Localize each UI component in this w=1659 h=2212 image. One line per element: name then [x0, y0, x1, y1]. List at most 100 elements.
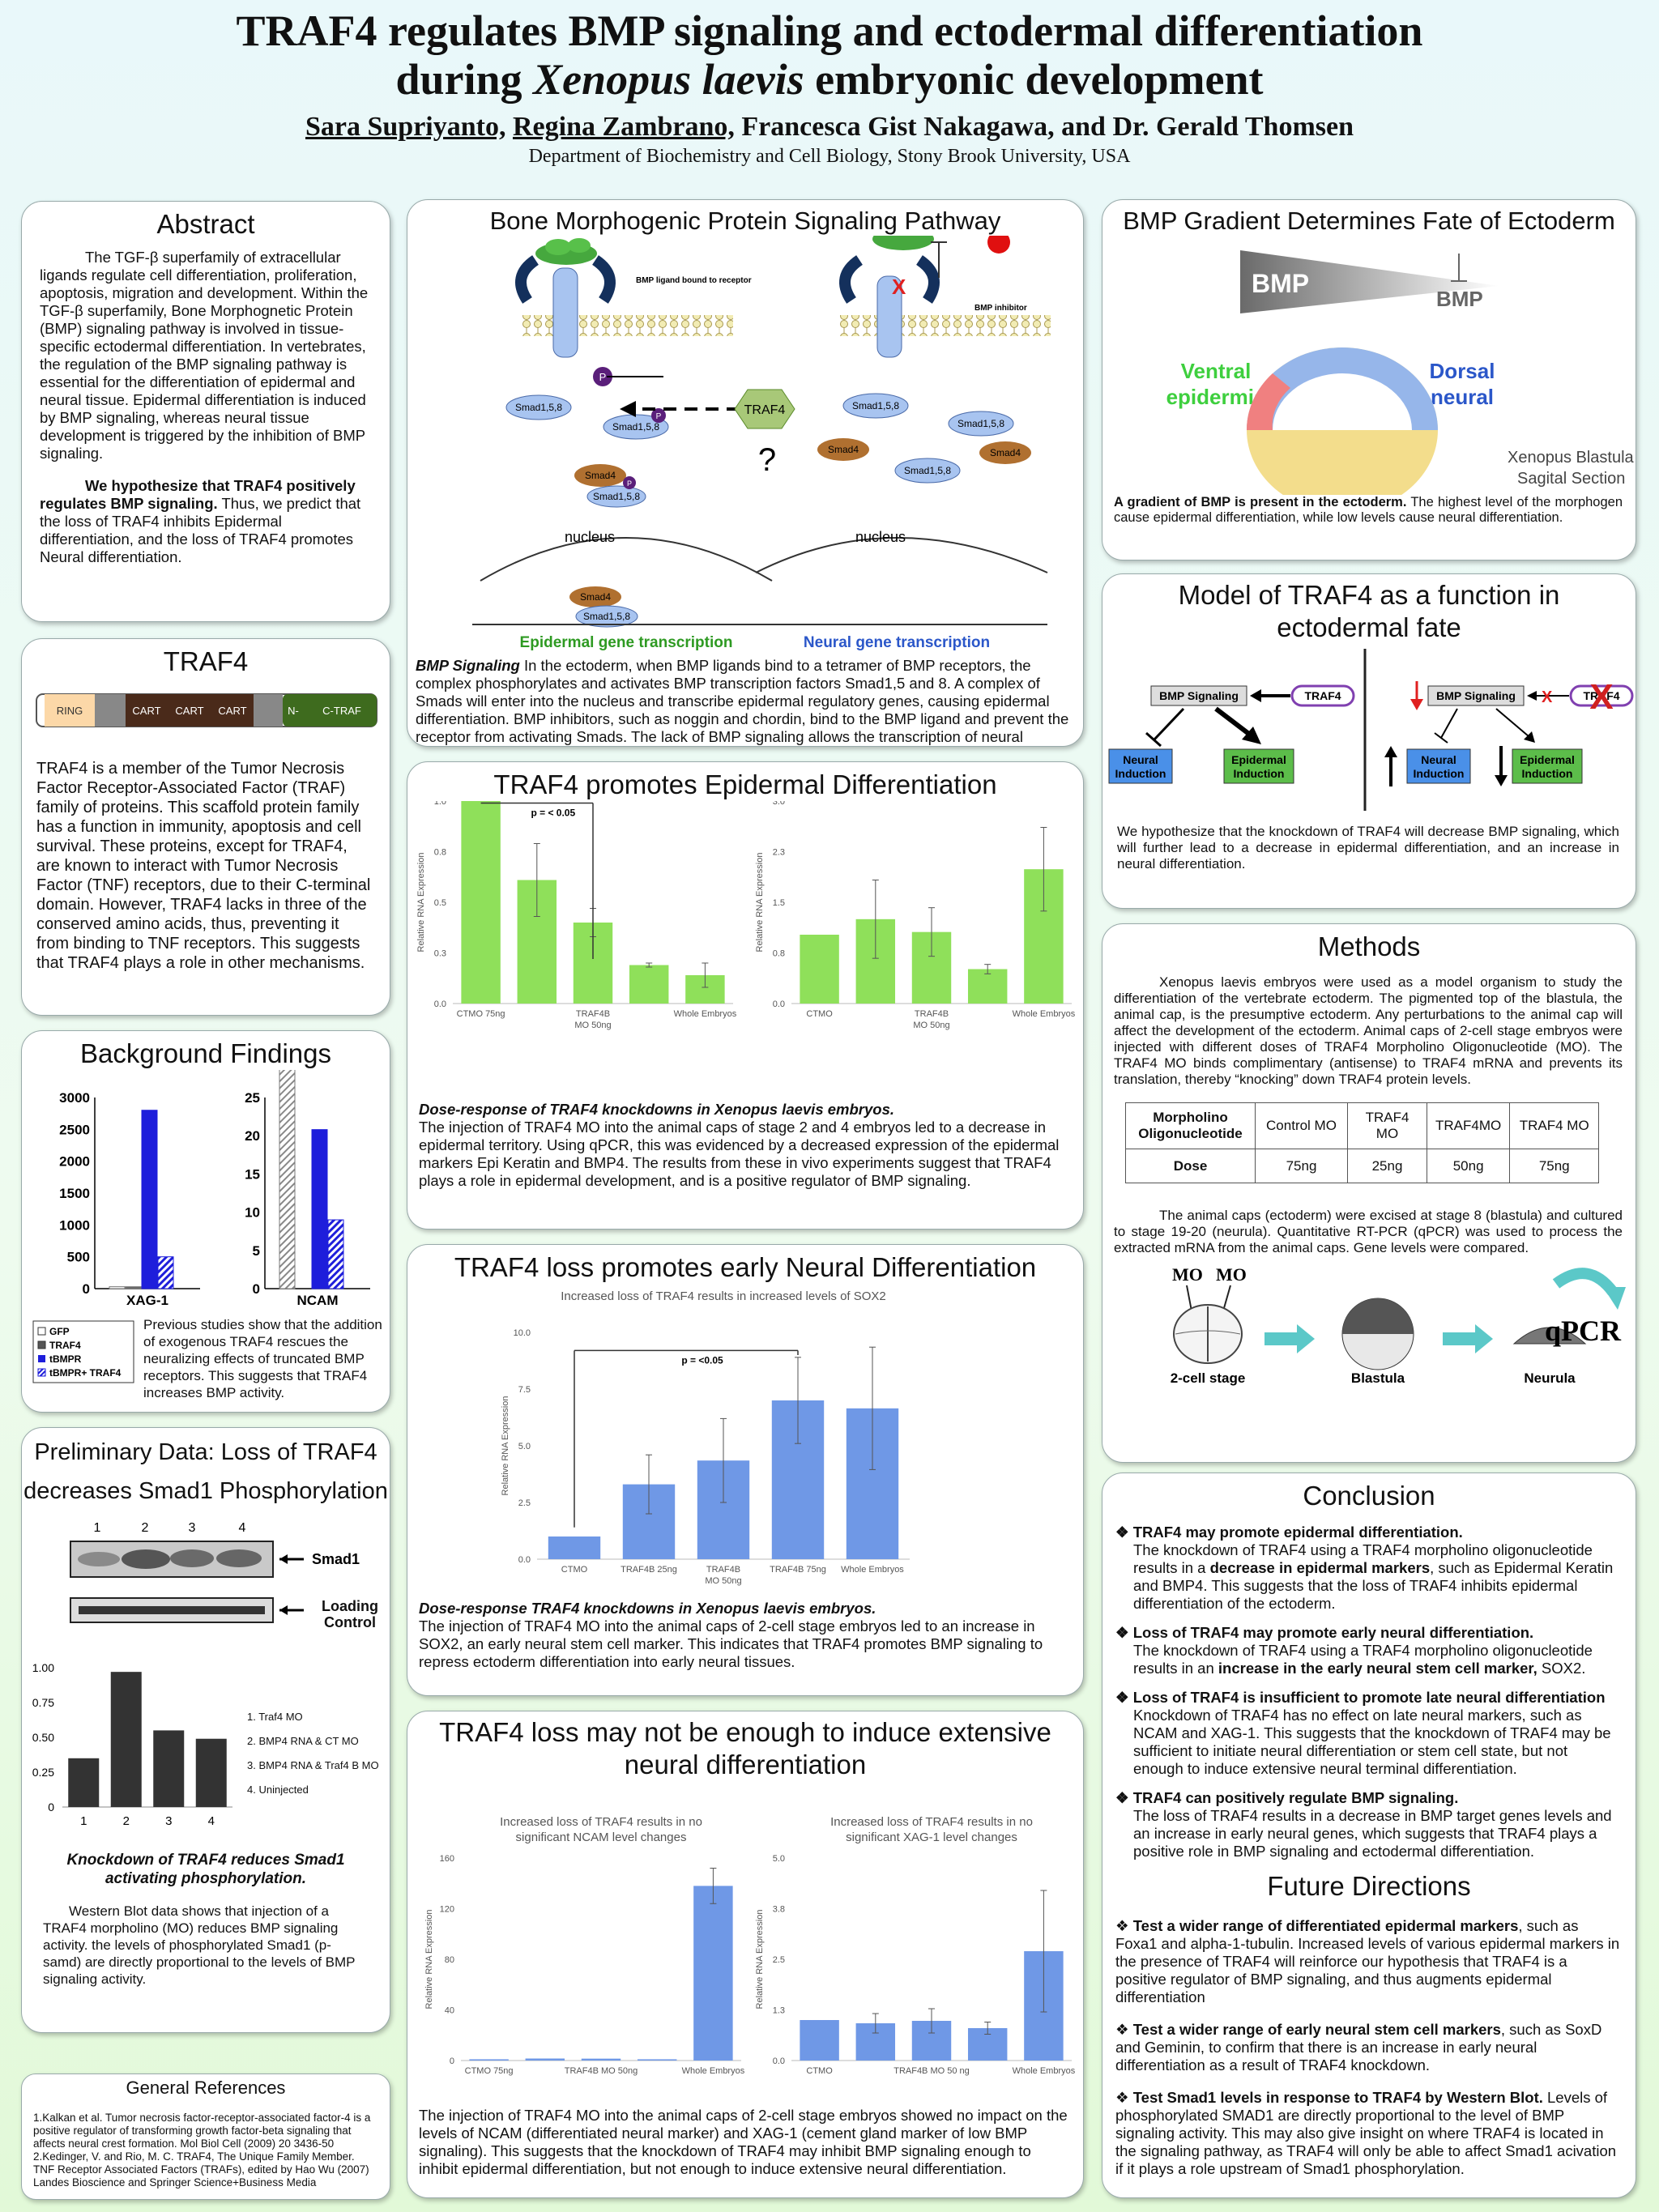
- svg-text:TRAF4: TRAF4: [744, 403, 786, 417]
- svg-text:?: ?: [758, 442, 776, 478]
- neurula-image: [1512, 1327, 1587, 1345]
- bar: [279, 1070, 296, 1289]
- methods-p1: Xenopus laevis embryos were used as a mo…: [1114, 974, 1623, 1087]
- y-tick-label: 1.5: [773, 898, 785, 908]
- conclusion-item-body: The knockdown of TRAF4 using a TRAF4 mor…: [1133, 1642, 1593, 1677]
- x-tick-label: TRAF4B: [915, 1009, 949, 1019]
- y-tick-label: 40: [445, 2006, 454, 2016]
- svg-text:X: X: [1542, 688, 1553, 706]
- domain-label: CART: [218, 705, 246, 717]
- y-tick-label: 0.75: [32, 1696, 54, 1709]
- pathway-diagram: BMP ligand bound to receptor P Smad1,5,8…: [472, 236, 1051, 651]
- prelim-text: Western Blot data shows that injection o…: [43, 1903, 356, 1987]
- svg-text:BMP Signaling: BMP Signaling: [1436, 689, 1516, 702]
- traf4-hexagon: [734, 389, 795, 429]
- domain-ring: [45, 694, 95, 727]
- y-tick-label: 0.5: [434, 898, 446, 908]
- receptor-left: [515, 238, 616, 358]
- svg-text:Neurula: Neurula: [1524, 1370, 1576, 1386]
- abstract-p2: We hypothesize that TRAF4 positively reg…: [40, 477, 361, 565]
- reference-2: 2.Kedinger, V. and Rio, M. C. TRAF4, The…: [33, 2150, 369, 2189]
- bar: [581, 2058, 621, 2061]
- methods-panel: Methods Xenopus laevis embryos were used…: [1102, 923, 1636, 1463]
- bar: [800, 2020, 839, 2061]
- traf4-panel: TRAF4 RING CART CART CART N- C-TRAF TRAF…: [21, 638, 390, 1016]
- background-text: Previous studies show that the addition …: [143, 1317, 382, 1400]
- y-tick-label: 2000: [59, 1154, 90, 1170]
- svg-text:TRAF4: TRAF4: [1304, 689, 1341, 702]
- conclusion-list: ❖ TRAF4 may promote epidermal differenti…: [1102, 1524, 1636, 1860]
- model-panel: Model of TRAF4 as a function in ectoderma…: [1102, 573, 1636, 909]
- chart-title: Increased loss of TRAF4 results in no: [830, 1815, 1033, 1829]
- svg-text:BMP Signaling: BMP Signaling: [1159, 689, 1239, 702]
- svg-text:TRAF4: TRAF4: [49, 1340, 81, 1351]
- gradient-diagram: BMP BMP Ventral epidermis Dorsal neural …: [1166, 250, 1635, 495]
- x-tick-label: NCAM: [297, 1293, 339, 1305]
- western-blot: 1 2 3 4 Smad1: [70, 1521, 360, 1623]
- x-tick-label: 1: [80, 1814, 87, 1828]
- svg-text:Xenopus Blastula: Xenopus Blastula: [1508, 449, 1635, 467]
- chart-title: significant NCAM level changes: [516, 1831, 687, 1844]
- x-tick-label: MO 50ng: [574, 1021, 611, 1030]
- y-tick-label: 2.3: [773, 848, 785, 858]
- abstract-title: Abstract: [156, 209, 255, 239]
- bar: [525, 2058, 565, 2061]
- epidermal-induction-box: [1223, 748, 1294, 784]
- conclusion-item-heading: ❖ TRAF4 may promote epidermal differenti…: [1115, 1524, 1463, 1541]
- poster-title: TRAF4 regulates BMP signaling and ectode…: [236, 6, 1423, 104]
- extensive-title: TRAF4 loss may not be enough to induce e…: [439, 1717, 1051, 1779]
- y-tick-label: 1.0: [434, 801, 446, 807]
- y-axis-label: Relative RNA Expression: [501, 1396, 510, 1496]
- x-tick-label: CTMO 75ng: [457, 1009, 505, 1019]
- y-axis-label: Relative RNA Expression: [424, 1910, 434, 2010]
- y-tick-label: 0.25: [32, 1766, 54, 1779]
- domain-label: C-TRAF: [322, 705, 361, 717]
- y-tick-label: 3000: [59, 1090, 90, 1106]
- background-legend: GFP TRAF4 tBMPR tBMPR+ TRAF4: [32, 1320, 134, 1383]
- authors: Sara Supriyanto, Regina Zambrano, France…: [305, 112, 1354, 142]
- background-panel: Background Findings 0 500 1000 1500 2000 2500…: [21, 1030, 390, 1413]
- svg-text:Smad1,5,8: Smad1,5,8: [583, 611, 630, 622]
- svg-text:Smad4: Smad4: [585, 470, 616, 481]
- chart-title: Increased loss of TRAF4 results in no: [500, 1815, 702, 1829]
- y-tick-label: 0.8: [434, 848, 446, 858]
- svg-text:Smad4: Smad4: [990, 447, 1021, 458]
- svg-text:Induction: Induction: [1115, 767, 1166, 780]
- svg-text:GFP: GFP: [49, 1326, 70, 1337]
- conclusion-item-heading: ❖ Loss of TRAF4 may promote early neural…: [1115, 1624, 1534, 1641]
- y-tick-label: 1000: [59, 1217, 90, 1233]
- svg-text:Smad1: Smad1: [312, 1551, 360, 1567]
- y-tick-label: 0: [83, 1281, 90, 1297]
- domain-label: N-: [288, 705, 299, 717]
- domain-label: CART: [175, 705, 203, 717]
- bar: [157, 1256, 174, 1289]
- svg-text:P: P: [627, 479, 632, 488]
- y-tick-label: 0.0: [434, 999, 446, 1009]
- svg-text:Dorsal: Dorsal: [1430, 359, 1495, 383]
- membrane-left: [521, 315, 733, 336]
- bar: [195, 1738, 227, 1807]
- bar: [800, 935, 839, 1004]
- pathway-panel: Bone Morphogenic Protein Signaling Pathw…: [407, 199, 1084, 747]
- background-chart: 0 500 1000 1500 2000 2500 3000 XAG-1 0 5 10 15 20 25 N…: [59, 1070, 370, 1305]
- svg-text:X: X: [892, 275, 906, 299]
- x-tick-label: CTMO: [806, 1009, 833, 1019]
- epidermal-title: TRAF4 promotes Epidermal Differentiation: [493, 769, 997, 799]
- x-tick-label: TRAF4B: [706, 1565, 740, 1575]
- conclusion-item-heading: ❖ TRAF4 can positively regulate BMP sign…: [1115, 1789, 1459, 1806]
- domain-cart-2: [168, 694, 211, 727]
- conclusion-item: ❖ TRAF4 can positively regulate BMP sign…: [1115, 1789, 1621, 1860]
- prelim-legend: 1. Traf4 MO 2. BMP4 RNA & CT MO 3. BMP4 RN…: [247, 1711, 379, 1796]
- x-tick-label: MO 50ng: [913, 1021, 949, 1030]
- conclusion-item: ❖ TRAF4 may promote epidermal differenti…: [1115, 1524, 1621, 1613]
- bar: [548, 1536, 601, 1559]
- bar: [109, 1286, 126, 1289]
- y-tick-label: 15: [245, 1166, 260, 1182]
- pathway-caption: BMP Signaling In the ectoderm, when BMP …: [416, 657, 1069, 745]
- gradient-panel: BMP Gradient Determines Fate of Ectoderm…: [1102, 199, 1636, 560]
- y-tick-label: 25: [245, 1090, 260, 1106]
- y-tick-label: 0: [253, 1281, 260, 1297]
- poster-header: TRAF4 regulates BMP signaling and ectode…: [0, 6, 1659, 168]
- traf4-title: TRAF4: [163, 646, 249, 676]
